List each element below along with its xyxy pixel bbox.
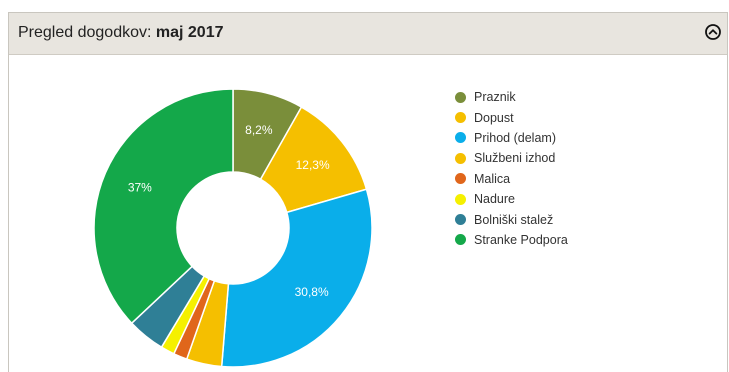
legend-item-6[interactable]: Nadure	[455, 189, 568, 209]
legend-item-3[interactable]: Prihod (delam)	[455, 128, 568, 148]
legend-swatch-8	[455, 234, 466, 246]
slice-8[interactable]	[93, 88, 234, 325]
legend-swatch-3	[455, 132, 466, 144]
legend-swatch-6	[455, 193, 466, 205]
donut-chart: 8,2% 12,3% 30,8% 37%	[93, 88, 373, 368]
collapse-button[interactable]	[704, 23, 722, 41]
slice-3[interactable]	[220, 188, 373, 368]
legend-label-8: Stranke Podpora	[474, 232, 568, 247]
legend-item-1[interactable]: Praznik	[455, 87, 568, 107]
title-period: maj 2017	[155, 24, 224, 41]
legend-label-2: Dopust	[474, 110, 514, 125]
legend-item-5[interactable]: Malica	[455, 169, 568, 189]
legend-swatch-7	[455, 214, 466, 226]
legend-item-2[interactable]: Dopust	[455, 107, 568, 127]
slice-label-1: 8,2%	[245, 123, 273, 137]
legend-label-4: Službeni izhod	[474, 151, 556, 166]
slice-label-3: 30,8%	[295, 285, 329, 299]
legend-label-5: Malica	[474, 171, 511, 186]
legend-label-7: Bolniški stalež	[474, 212, 554, 227]
slice-label-2: 12,3%	[296, 158, 330, 172]
panel-title: Pregled dogodkov: maj 2017	[18, 24, 224, 42]
panel-header: Pregled dogodkov: maj 2017	[9, 13, 727, 55]
legend-label-3: Prihod (delam)	[474, 130, 556, 145]
legend-item-8[interactable]: Stranke Podpora	[455, 230, 568, 250]
events-overview-panel: Pregled dogodkov: maj 2017 8,2% 12,3% 30,8…	[8, 12, 728, 372]
legend-swatch-5	[455, 173, 466, 185]
legend-label-1: Praznik	[474, 90, 516, 105]
legend-item-7[interactable]: Bolniški stalež	[455, 209, 568, 229]
legend-swatch-4	[455, 152, 466, 164]
chevron-up-circle-icon	[705, 24, 721, 40]
legend-swatch-2	[455, 112, 466, 124]
title-prefix: Pregled dogodkov:	[18, 24, 152, 41]
legend-item-4[interactable]: Službeni izhod	[455, 148, 568, 168]
chart-legend: Praznik Dopust Prihod (delam) Službeni izho…	[455, 87, 568, 250]
legend-label-6: Nadure	[474, 192, 515, 207]
legend-swatch-1	[455, 91, 466, 103]
chart-area: 8,2% 12,3% 30,8% 37% Praznik Dopust Prihod (d…	[9, 55, 727, 372]
slice-label-8: 37%	[128, 181, 152, 195]
